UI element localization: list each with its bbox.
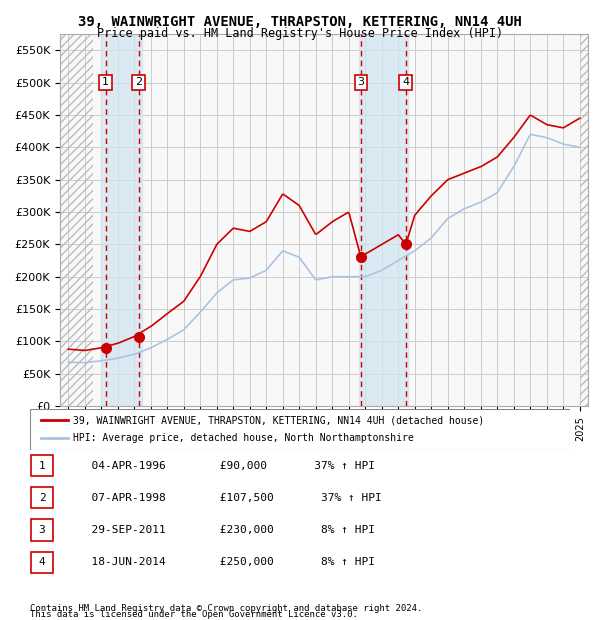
Text: 3: 3	[38, 525, 46, 535]
Text: This data is licensed under the Open Government Licence v3.0.: This data is licensed under the Open Gov…	[30, 609, 358, 619]
Bar	[101, 34, 142, 406]
FancyBboxPatch shape	[31, 552, 53, 573]
Text: 2: 2	[135, 78, 142, 87]
Text: 18-JUN-2014        £250,000       8% ↑ HPI: 18-JUN-2014 £250,000 8% ↑ HPI	[78, 557, 375, 567]
Text: 4: 4	[402, 78, 409, 87]
Text: 1: 1	[102, 78, 109, 87]
FancyBboxPatch shape	[31, 455, 53, 476]
Text: Contains HM Land Registry data © Crown copyright and database right 2024.: Contains HM Land Registry data © Crown c…	[30, 603, 422, 613]
Bar	[60, 34, 93, 406]
Text: 2: 2	[38, 493, 46, 503]
Text: Price paid vs. HM Land Registry's House Price Index (HPI): Price paid vs. HM Land Registry's House …	[97, 27, 503, 40]
Text: 4: 4	[38, 557, 46, 567]
Text: 39, WAINWRIGHT AVENUE, THRAPSTON, KETTERING, NN14 4UH: 39, WAINWRIGHT AVENUE, THRAPSTON, KETTER…	[78, 16, 522, 30]
FancyBboxPatch shape	[30, 409, 570, 450]
FancyBboxPatch shape	[31, 487, 53, 508]
Text: 29-SEP-2011        £230,000       8% ↑ HPI: 29-SEP-2011 £230,000 8% ↑ HPI	[78, 525, 375, 535]
Text: 3: 3	[358, 78, 364, 87]
Text: 39, WAINWRIGHT AVENUE, THRAPSTON, KETTERING, NN14 4UH (detached house): 39, WAINWRIGHT AVENUE, THRAPSTON, KETTER…	[73, 415, 484, 425]
Text: 07-APR-1998        £107,500       37% ↑ HPI: 07-APR-1998 £107,500 37% ↑ HPI	[78, 493, 382, 503]
Bar	[359, 34, 408, 406]
Bar	[580, 34, 588, 406]
FancyBboxPatch shape	[31, 520, 53, 541]
Text: 04-APR-1996        £90,000       37% ↑ HPI: 04-APR-1996 £90,000 37% ↑ HPI	[78, 461, 375, 471]
Text: HPI: Average price, detached house, North Northamptonshire: HPI: Average price, detached house, Nort…	[73, 433, 414, 443]
Text: 1: 1	[38, 461, 46, 471]
